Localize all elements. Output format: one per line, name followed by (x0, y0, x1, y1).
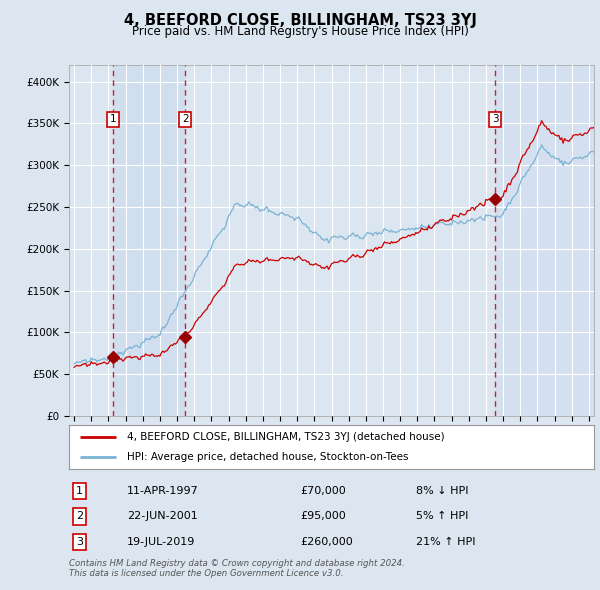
Text: 3: 3 (492, 114, 499, 124)
Text: HPI: Average price, detached house, Stockton-on-Tees: HPI: Average price, detached house, Stoc… (127, 452, 408, 461)
Text: £95,000: £95,000 (300, 512, 346, 522)
Text: 4, BEEFORD CLOSE, BILLINGHAM, TS23 3YJ: 4, BEEFORD CLOSE, BILLINGHAM, TS23 3YJ (124, 13, 476, 28)
Text: 4, BEEFORD CLOSE, BILLINGHAM, TS23 3YJ (detached house): 4, BEEFORD CLOSE, BILLINGHAM, TS23 3YJ (… (127, 432, 445, 442)
Bar (113, 65, 185, 416)
Text: 2: 2 (76, 512, 83, 522)
Text: 3: 3 (76, 537, 83, 547)
Bar (495, 65, 594, 416)
Text: 1: 1 (76, 486, 83, 496)
Text: £260,000: £260,000 (300, 537, 353, 547)
Text: 19-JUL-2019: 19-JUL-2019 (127, 537, 195, 547)
Text: Contains HM Land Registry data © Crown copyright and database right 2024.: Contains HM Land Registry data © Crown c… (69, 559, 405, 568)
Text: Price paid vs. HM Land Registry's House Price Index (HPI): Price paid vs. HM Land Registry's House … (131, 25, 469, 38)
Text: 2: 2 (182, 114, 188, 124)
Text: 5% ↑ HPI: 5% ↑ HPI (415, 512, 468, 522)
Text: 22-JUN-2001: 22-JUN-2001 (127, 512, 197, 522)
Text: £70,000: £70,000 (300, 486, 346, 496)
Text: 21% ↑ HPI: 21% ↑ HPI (415, 537, 475, 547)
Text: 1: 1 (110, 114, 116, 124)
Text: This data is licensed under the Open Government Licence v3.0.: This data is licensed under the Open Gov… (69, 569, 343, 578)
Text: 11-APR-1997: 11-APR-1997 (127, 486, 199, 496)
Text: 8% ↓ HPI: 8% ↓ HPI (415, 486, 468, 496)
